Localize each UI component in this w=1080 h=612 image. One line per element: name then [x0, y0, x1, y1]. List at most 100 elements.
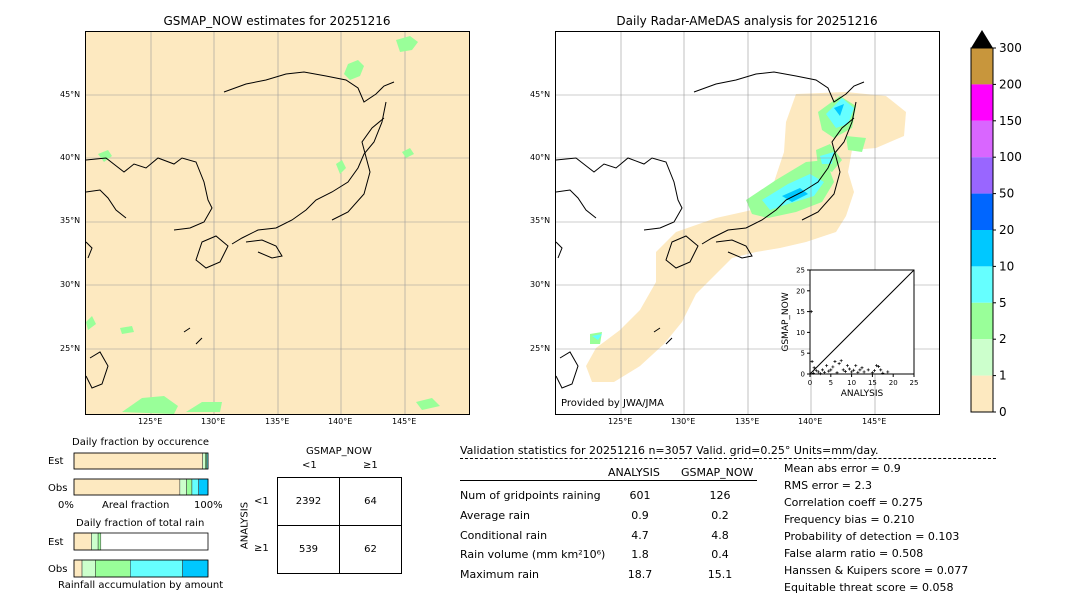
bar-segment — [191, 478, 199, 496]
bar-segment — [73, 452, 203, 470]
scatter-point — [809, 310, 813, 314]
y-tick-label: 20 — [796, 287, 805, 295]
lat-label: 35°N — [530, 216, 551, 225]
colorbar-tick-label: 20 — [999, 223, 1014, 237]
contingency-row-title: ANALYSIS — [239, 501, 251, 550]
rain-fraction-title: Daily fraction of total rain — [76, 518, 205, 529]
scatter-point — [870, 371, 874, 375]
score-line: False alarm ratio = 0.508 — [784, 547, 924, 560]
scatter-point — [812, 366, 816, 370]
colorbar-segment — [971, 193, 993, 230]
scatter-point — [866, 368, 870, 372]
colorbar-segment — [971, 84, 993, 121]
scatter-point — [816, 370, 820, 374]
x-tick-label: 0 — [808, 379, 812, 387]
one-to-one-line — [809, 269, 915, 375]
stats-row-gsmap: 126 — [709, 489, 731, 502]
lon-label: 135°E — [265, 417, 290, 426]
validation-divider — [460, 458, 996, 459]
colorbar-segment — [971, 266, 993, 303]
colorbar-tick-label: 100 — [999, 150, 1022, 164]
scatter-inset: 0 5 10 15 20 25 0 5 10 15 20 25 ANALYSIS GSMAP_NOW — [780, 262, 920, 402]
bar-segment — [130, 559, 183, 578]
scatter-point — [818, 372, 822, 376]
score-line: Hanssen & Kuipers score = 0.077 — [784, 564, 969, 577]
scatter-point — [881, 371, 885, 375]
x-tick-label: 25 — [910, 379, 919, 387]
contingency-cell: 539 — [298, 544, 319, 555]
contingency-cell: 2392 — [295, 496, 322, 507]
scatter-point — [860, 366, 864, 370]
bar-segment — [202, 452, 206, 470]
score-line: Mean abs error = 0.9 — [784, 462, 901, 475]
occurrence-axis-mid: Areal fraction — [102, 500, 170, 511]
bar-segment — [73, 478, 181, 496]
scatter-xlabel: ANALYSIS — [841, 389, 884, 399]
lat-label: 25°N — [60, 344, 81, 353]
bar-segment — [182, 559, 209, 578]
bar-segment — [81, 559, 96, 578]
occurrence-axis-left: 0% — [58, 500, 74, 511]
colorbar-tick-label: 1 — [999, 369, 1007, 383]
contingency-grid: 2392 64 539 62 — [277, 477, 402, 574]
stats-row-gsmap: 15.1 — [707, 568, 733, 581]
col-analysis-header: ANALYSIS — [608, 466, 660, 479]
rain-obs-label: Obs — [48, 564, 68, 575]
scatter-point — [831, 365, 835, 369]
stats-row-gsmap: 4.8 — [711, 529, 729, 542]
lat-label: 35°N — [60, 216, 81, 225]
scatter-point — [856, 370, 860, 374]
contingency-col-1: <1 — [302, 460, 317, 471]
y-tick-label: 25 — [796, 267, 805, 275]
colorbar-tick-label: 2 — [999, 332, 1007, 346]
scatter-point — [854, 364, 858, 368]
scatter-point — [829, 368, 833, 372]
bar-segment — [186, 478, 193, 496]
bar-segment — [95, 559, 131, 578]
left-map-title: GSMAP_NOW estimates for 20251216 — [163, 14, 391, 28]
lon-label: 130°E — [671, 417, 696, 426]
lon-label: 135°E — [735, 417, 760, 426]
lat-label: 40°N — [60, 153, 81, 162]
score-line: RMS error = 2.3 — [784, 479, 872, 492]
score-line: Correlation coeff = 0.275 — [784, 496, 923, 509]
bar-frame — [73, 559, 209, 578]
colorbar-tick-label: 200 — [999, 77, 1022, 91]
scatter-point — [841, 368, 845, 372]
occurrence-axis-right: 100% — [194, 500, 223, 511]
colorbar-segment — [971, 48, 993, 85]
contingency-cell: 62 — [364, 544, 377, 555]
colorbar-segment — [971, 157, 993, 194]
table-divider — [460, 480, 757, 481]
lon-label: 125°E — [138, 417, 163, 426]
validation-header: Validation statistics for 20251216 n=305… — [460, 444, 879, 457]
y-tick-label: 5 — [801, 350, 805, 358]
scatter-point — [875, 364, 879, 368]
scatter-point — [823, 370, 827, 374]
bar-segment — [179, 478, 187, 496]
x-tick-label: 10 — [847, 379, 856, 387]
stats-row-analysis: 0.9 — [631, 509, 649, 522]
right-map-title: Daily Radar-AMeDAS analysis for 20251216 — [616, 14, 878, 28]
bar-frame — [73, 532, 209, 551]
scatter-point — [858, 368, 862, 372]
y-tick-label: 0 — [801, 371, 805, 379]
stats-row-label: Average rain — [460, 509, 530, 522]
scatter-point — [872, 369, 876, 373]
scatter-point — [843, 370, 847, 374]
scatter-point — [814, 369, 818, 373]
lon-label: 140°E — [798, 417, 823, 426]
lon-label: 145°E — [862, 417, 887, 426]
scatter-point — [839, 359, 843, 363]
colorbar: 300 200 150 100 50 20 10 5 2 1 0 — [965, 28, 1035, 419]
x-tick-label: 5 — [829, 379, 833, 387]
scatter-point — [845, 364, 849, 368]
scatter-plot: 0 5 10 15 20 25 0 5 10 15 20 25 ANALYSIS GSMAP_NOW — [781, 267, 919, 400]
lat-label: 30°N — [530, 280, 551, 289]
colorbar-tick-label: 0 — [999, 405, 1007, 418]
scatter-ylabel: GSMAP_NOW — [781, 292, 791, 351]
stats-row-gsmap: 0.2 — [711, 509, 729, 522]
scatter-point — [879, 368, 883, 372]
colorbar-tick-label: 150 — [999, 114, 1022, 128]
stats-row-label: Num of gridpoints raining — [460, 489, 601, 502]
